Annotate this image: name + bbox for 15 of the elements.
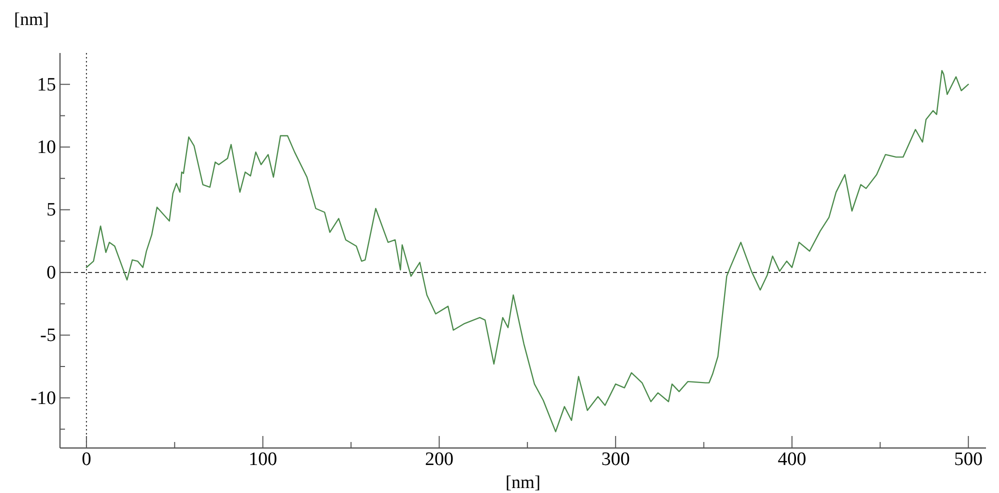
y-tick-label: -5 <box>40 325 56 346</box>
y-tick-label: 0 <box>46 262 56 284</box>
x-tick-label: 400 <box>778 449 806 470</box>
x-tick-label: 100 <box>248 449 278 470</box>
y-tick-label: 15 <box>37 74 56 96</box>
y-axis-title: [nm] <box>14 9 49 29</box>
y-tick-label: 5 <box>46 200 56 221</box>
y-tick-label: -10 <box>30 388 56 409</box>
x-tick-label: 500 <box>954 449 983 470</box>
x-tick-label: 0 <box>82 449 92 470</box>
line-series <box>86 70 969 432</box>
x-tick-label: 200 <box>424 449 454 470</box>
y-tick-label: 10 <box>37 137 56 158</box>
x-tick-label: 300 <box>601 449 630 470</box>
x-axis-title: [nm] <box>506 472 540 492</box>
